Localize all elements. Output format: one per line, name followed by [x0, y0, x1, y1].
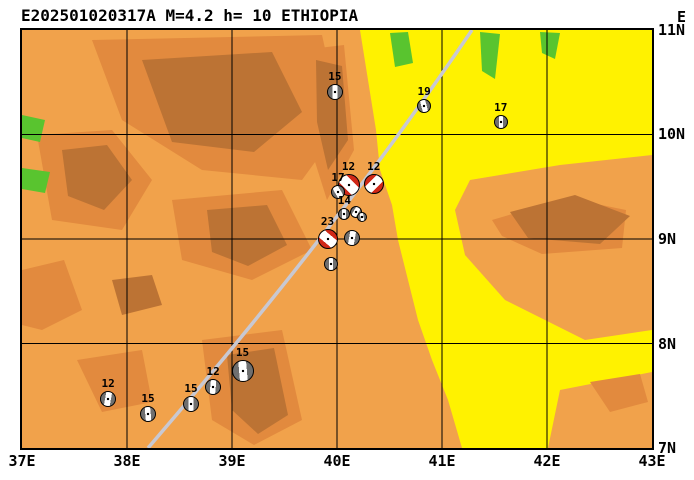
corner-label: E [677, 8, 687, 26]
focal-mechanism-red [317, 229, 338, 249]
x-tick: 40E [323, 452, 351, 470]
depth-label: 15 [184, 382, 198, 396]
x-tick: 37E [8, 452, 36, 470]
focal-mechanism-gray [417, 99, 432, 114]
focal-mechanism-gray [493, 114, 508, 129]
focal-mechanism-gray [231, 359, 254, 382]
y-tick: 8N [658, 335, 677, 353]
x-tick: 38E [113, 452, 141, 470]
focal-mechanism-gray [183, 396, 200, 413]
focal-mechanism-gray [140, 405, 156, 422]
focal-mechanism-gray [331, 184, 346, 199]
y-tick: 11N [658, 21, 686, 39]
depth-label: 17 [331, 170, 345, 184]
x-tick: 42E [533, 452, 561, 470]
map-frame: 15 19 17 12 12 17 14 23 15 12 15 15 12 [20, 28, 654, 450]
y-tick: 7N [658, 439, 677, 457]
depth-label: 12 [101, 376, 115, 390]
focal-mechanism-gray [338, 207, 351, 220]
depth-label: 19 [417, 85, 431, 99]
depth-label: 12 [341, 159, 356, 173]
depth-label: 15 [141, 391, 155, 405]
focal-mechanism-gray [100, 390, 117, 407]
depth-label: 23 [320, 215, 335, 228]
focal-mechanism-gray [349, 205, 362, 218]
y-tick: 10N [658, 125, 686, 143]
depth-label: 14 [337, 193, 351, 207]
focal-mechanism-gray [357, 212, 368, 223]
depth-label: 17 [494, 100, 508, 114]
terrain-map [22, 30, 652, 448]
x-tick: 39E [218, 452, 246, 470]
depth-label: 15 [328, 69, 342, 83]
depth-label: 15 [235, 345, 250, 359]
focal-mechanism-gray [205, 379, 222, 396]
focal-mechanism-gray [343, 229, 360, 246]
focal-mechanism-red [363, 173, 384, 194]
page-title: E202501020317A M=4.2 h= 10 ETHIOPIA [21, 6, 359, 25]
y-tick: 9N [658, 230, 677, 248]
x-tick: 43E [638, 452, 666, 470]
depth-label: 12 [206, 365, 220, 379]
x-tick: 41E [428, 452, 456, 470]
depth-label: 12 [367, 159, 381, 173]
focal-mechanism-gray [326, 83, 343, 100]
focal-mechanism-gray [323, 257, 338, 272]
